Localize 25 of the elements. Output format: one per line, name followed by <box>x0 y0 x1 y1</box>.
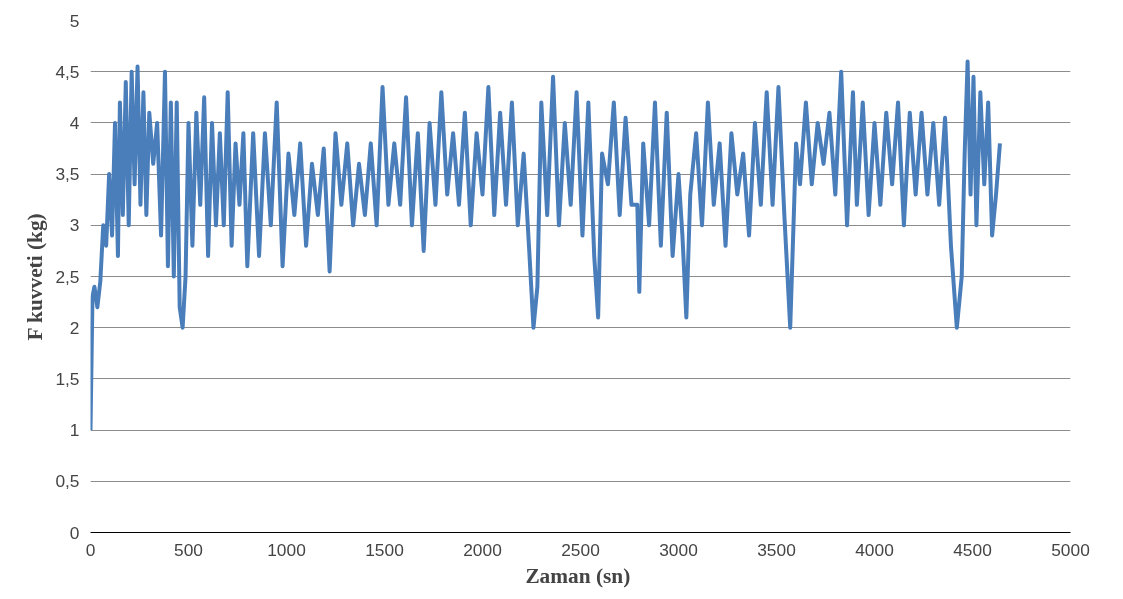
y-axis-title: F kuvveti (kg) <box>23 213 48 341</box>
x-tick-label: 4000 <box>855 539 894 560</box>
y-tick-label: 0,5 <box>55 471 80 492</box>
x-tick-label: 4500 <box>953 539 992 560</box>
x-tick-label: 1000 <box>267 539 306 560</box>
x-tick-label: 0 <box>85 539 96 560</box>
line-series <box>90 59 1002 433</box>
x-tick-label: 1500 <box>365 539 404 560</box>
x-tick-label: 2500 <box>561 539 600 560</box>
y-tick-label: 1,5 <box>55 368 80 389</box>
x-tick-label: 3000 <box>659 539 698 560</box>
y-tick-label: 4 <box>69 112 80 133</box>
y-tick-label: 3 <box>69 215 80 236</box>
y-tick-label: 2 <box>69 317 80 338</box>
y-tick-label: 1 <box>69 420 80 441</box>
y-tick-label: 4,5 <box>55 61 80 82</box>
x-tick-label: 5000 <box>1051 539 1090 560</box>
y-tick-label: 3,5 <box>55 164 80 185</box>
x-tick-label: 3500 <box>757 539 796 560</box>
x-tick-label: 2000 <box>463 539 502 560</box>
y-tick-label: 5 <box>69 10 80 31</box>
x-tick-label: 500 <box>174 539 203 560</box>
y-tick-label: 2,5 <box>55 266 80 287</box>
x-axis-title: Zaman (sn) <box>525 563 631 588</box>
y-tick-label: 0 <box>69 522 80 543</box>
